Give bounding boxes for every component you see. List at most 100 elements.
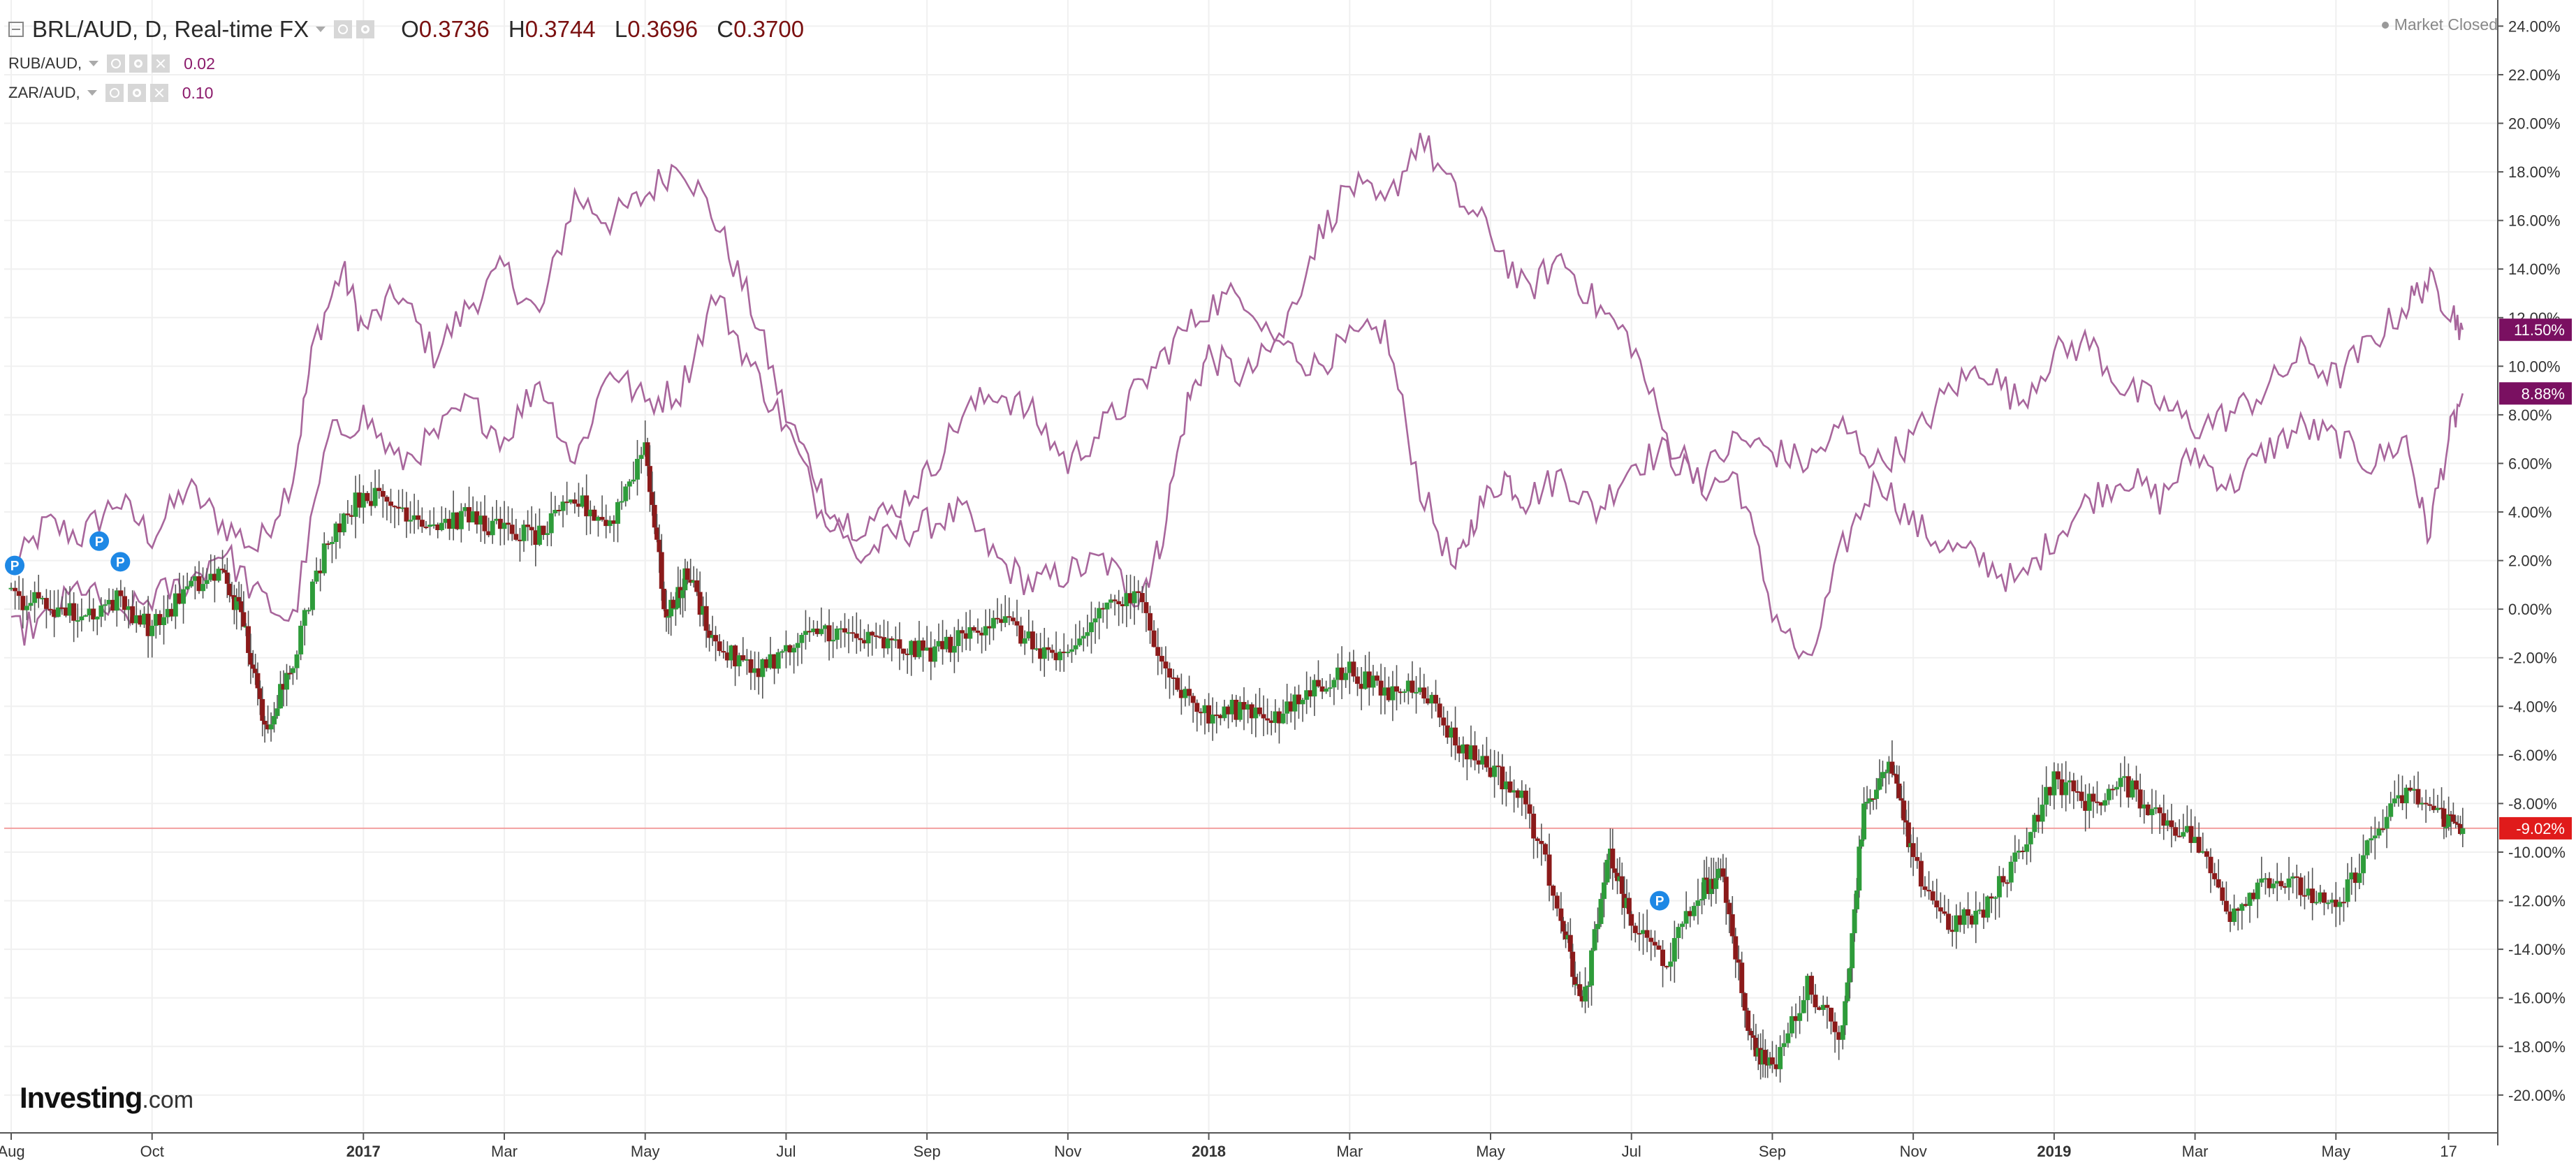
candle-body <box>599 517 605 520</box>
candle-body <box>2008 861 2014 883</box>
chevron-down-icon[interactable] <box>89 61 99 66</box>
collapse-legend-icon[interactable] <box>8 22 24 37</box>
close-icon[interactable] <box>152 54 170 73</box>
candle-body <box>1433 694 1439 704</box>
candle-body <box>694 580 700 592</box>
candle <box>423 520 429 529</box>
candle-body <box>1751 1035 1757 1038</box>
candle-body <box>2227 911 2233 922</box>
candle <box>1512 779 1517 813</box>
candle-body <box>654 527 659 540</box>
candle-body <box>2455 823 2461 825</box>
candle <box>1041 628 1047 677</box>
candle <box>1073 624 1078 655</box>
candle-body <box>671 599 676 608</box>
candle <box>506 506 511 541</box>
candle <box>98 597 104 627</box>
gear-icon[interactable] <box>127 84 146 102</box>
chevron-down-icon[interactable] <box>87 90 97 96</box>
candle-body <box>1671 938 1677 962</box>
candle-body <box>341 513 346 533</box>
gear-icon[interactable] <box>356 20 375 38</box>
candle-body <box>2298 877 2304 895</box>
candle <box>576 483 581 518</box>
candle-body <box>1151 630 1157 647</box>
eye-icon[interactable] <box>107 54 126 73</box>
candle <box>2181 814 2186 839</box>
candle <box>1883 769 1889 793</box>
candle-body <box>1143 602 1149 613</box>
candle-body <box>1637 932 1642 935</box>
candle <box>694 568 700 596</box>
candle <box>47 589 53 616</box>
candle <box>2259 856 2264 887</box>
candle <box>2020 847 2026 860</box>
gear-icon[interactable] <box>129 54 148 73</box>
candle-body <box>138 615 143 625</box>
x-tick-label: Sep <box>914 1143 941 1160</box>
event-marker-pin[interactable]: P <box>1650 891 1670 911</box>
candle <box>165 594 170 624</box>
candle <box>1049 644 1055 659</box>
candle-body <box>1579 996 1585 1002</box>
candle <box>462 503 468 517</box>
candle <box>682 559 688 611</box>
candle-body <box>2313 902 2319 904</box>
candle <box>1128 574 1133 620</box>
candle-body <box>842 628 847 633</box>
candle <box>427 510 433 536</box>
event-marker-pin[interactable]: P <box>89 531 110 551</box>
candle <box>419 507 425 533</box>
candle-body <box>24 606 29 610</box>
investing-logo[interactable]: Investing.com <box>20 1081 193 1115</box>
candle <box>43 589 49 629</box>
event-marker-pin[interactable]: P <box>110 552 131 572</box>
chevron-down-icon[interactable] <box>316 27 326 32</box>
candle <box>2220 881 2225 905</box>
eye-icon[interactable] <box>334 20 353 38</box>
candle-body <box>948 636 953 653</box>
candle-body <box>1695 900 1701 907</box>
candle <box>1077 620 1083 647</box>
candle-body <box>1237 702 1243 720</box>
candle-body <box>1245 704 1251 710</box>
candle-body <box>2460 828 2466 835</box>
candle <box>748 650 754 690</box>
candle-body <box>1868 798 1873 802</box>
candle-body <box>1308 690 1313 697</box>
candle <box>1421 673 1427 704</box>
candle <box>1748 1028 1754 1050</box>
candle-body <box>1871 798 1876 800</box>
candle <box>1572 961 1578 995</box>
candle <box>1793 1003 1799 1039</box>
candle-body <box>1268 720 1274 724</box>
candle-body <box>246 626 251 653</box>
candle <box>897 622 902 671</box>
eye-icon[interactable] <box>105 84 124 102</box>
candle-body <box>321 543 327 573</box>
candle-body <box>1449 727 1454 738</box>
candle-body <box>545 533 550 535</box>
y-tick-label: 0.00% <box>2508 601 2552 618</box>
candle-body <box>901 648 906 654</box>
candle-body <box>1886 761 1891 772</box>
candle-body <box>1327 687 1333 689</box>
candle-body <box>59 607 65 609</box>
candle <box>1202 698 1208 735</box>
candle <box>584 474 590 536</box>
candle <box>439 506 444 532</box>
candle <box>1386 676 1391 703</box>
candle <box>2408 780 2413 792</box>
event-marker-pin[interactable]: P <box>5 555 25 576</box>
candle-body <box>1612 868 1618 873</box>
candle-body <box>1288 701 1294 712</box>
candle <box>1641 914 1646 955</box>
candle <box>1989 893 1994 914</box>
close-icon[interactable] <box>149 84 168 102</box>
candle <box>1261 695 1266 736</box>
candle-body <box>298 625 304 654</box>
candle-body <box>780 651 785 653</box>
candle-body <box>1930 891 1935 901</box>
